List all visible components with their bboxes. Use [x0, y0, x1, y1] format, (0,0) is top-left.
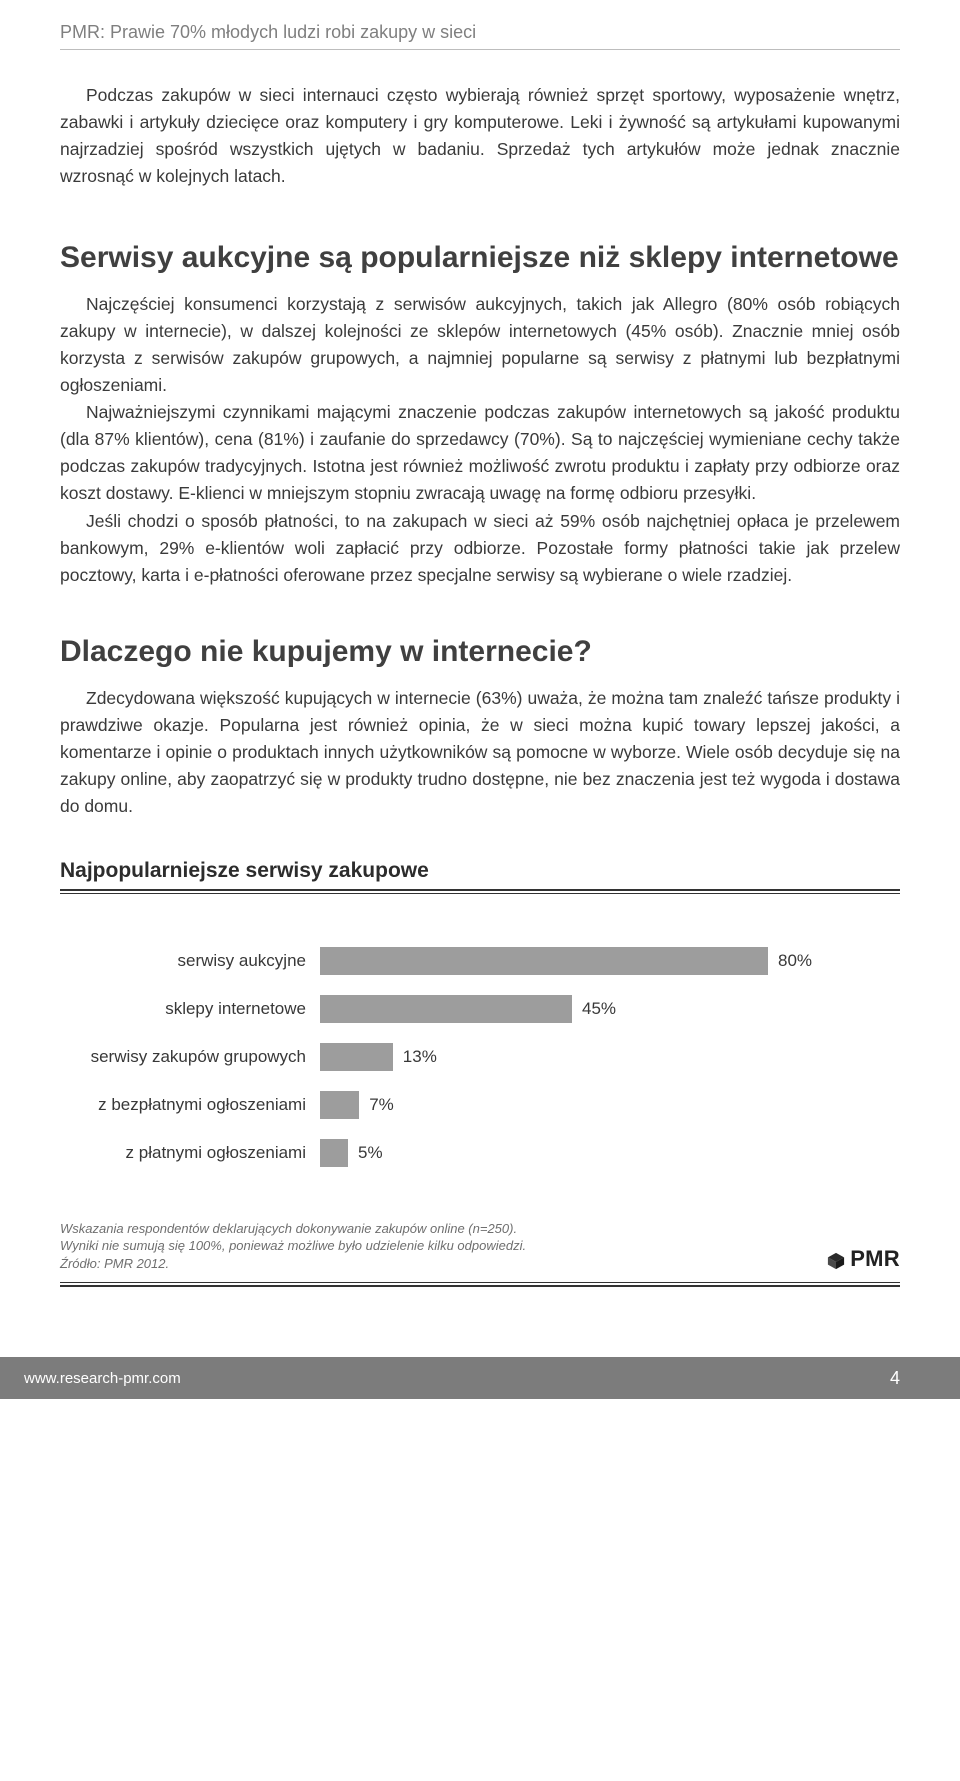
- section1-p2: Najważniejszymi czynnikami mającymi znac…: [60, 399, 900, 508]
- header-title: PMR: Prawie 70% młodych ludzi robi zakup…: [60, 22, 476, 42]
- bar-label: z płatnymi ogłoszeniami: [80, 1143, 320, 1163]
- bar-fill: [320, 1091, 359, 1119]
- section2-title: Dlaczego nie kupujemy w internecie?: [60, 635, 900, 669]
- pmr-cube-icon: [827, 1250, 845, 1268]
- bar-track: 80%: [320, 944, 880, 978]
- section1-p1: Najczęściej konsumenci korzystają z serw…: [60, 291, 900, 400]
- footer-url: www.research-pmr.com: [24, 1370, 181, 1387]
- bar-row: serwisy zakupów grupowych 13%: [80, 1040, 880, 1074]
- bar-value: 80%: [768, 951, 812, 971]
- bar-value: 7%: [359, 1095, 394, 1115]
- bar-fill: [320, 995, 572, 1023]
- bar-value: 5%: [348, 1143, 383, 1163]
- bar-row: serwisy aukcyjne 80%: [80, 944, 880, 978]
- bar-label: sklepy internetowe: [80, 999, 320, 1019]
- page-header: PMR: Prawie 70% młodych ludzi robi zakup…: [60, 22, 900, 50]
- intro-paragraph: Podczas zakupów w sieci internauci częst…: [60, 82, 900, 191]
- bar-label: serwisy zakupów grupowych: [80, 1047, 320, 1067]
- bar-row: z płatnymi ogłoszeniami 5%: [80, 1136, 880, 1170]
- chart-bottom-rule: [60, 1282, 900, 1287]
- bar-track: 45%: [320, 992, 880, 1026]
- chart-top-rule: [60, 889, 900, 894]
- pmr-logo-text: PMR: [850, 1246, 900, 1272]
- bar-track: 13%: [320, 1040, 880, 1074]
- page-footer: www.research-pmr.com 4: [0, 1357, 960, 1399]
- pmr-logo: PMR: [827, 1246, 900, 1272]
- chart-note-2: Wyniki nie sumują się 100%, ponieważ moż…: [60, 1237, 526, 1255]
- bar-label: z bezpłatnymi ogłoszeniami: [80, 1095, 320, 1115]
- chart-notes: Wskazania respondentów deklarujących dok…: [60, 1220, 526, 1273]
- bar-fill: [320, 1139, 348, 1167]
- bar-fill: [320, 947, 768, 975]
- section1-title: Serwisy aukcyjne są popularniejsze niż s…: [60, 241, 900, 275]
- bar-track: 7%: [320, 1088, 880, 1122]
- bar-value: 45%: [572, 999, 616, 1019]
- chart-title: Najpopularniejsze serwisy zakupowe: [60, 859, 900, 883]
- chart-note-3: Źródło: PMR 2012.: [60, 1255, 526, 1273]
- chart-note-1: Wskazania respondentów deklarujących dok…: [60, 1220, 526, 1238]
- bar-track: 5%: [320, 1136, 880, 1170]
- bar-value: 13%: [393, 1047, 437, 1067]
- chart-footer: Wskazania respondentów deklarujących dok…: [60, 1220, 900, 1273]
- section2-p1: Zdecydowana większość kupujących w inter…: [60, 685, 900, 821]
- bar-chart: serwisy aukcyjne 80% sklepy internetowe 45%…: [60, 934, 900, 1214]
- footer-page-number: 4: [890, 1368, 900, 1389]
- bar-fill: [320, 1043, 393, 1071]
- bar-label: serwisy aukcyjne: [80, 951, 320, 971]
- bar-row: z bezpłatnymi ogłoszeniami 7%: [80, 1088, 880, 1122]
- section1-p3: Jeśli chodzi o sposób płatności, to na z…: [60, 508, 900, 589]
- bar-row: sklepy internetowe 45%: [80, 992, 880, 1026]
